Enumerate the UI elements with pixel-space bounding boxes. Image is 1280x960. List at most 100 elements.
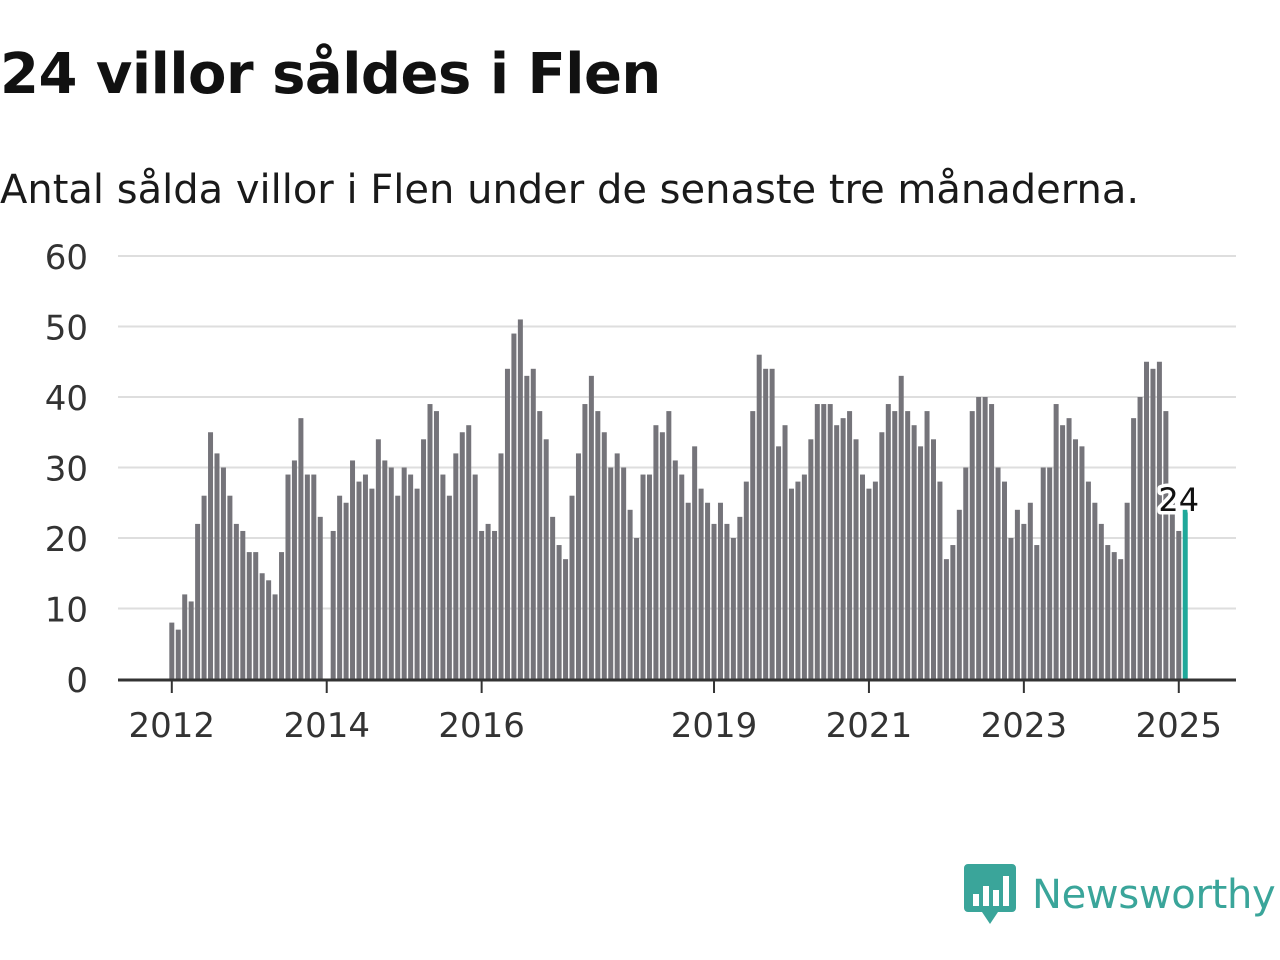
bar bbox=[879, 432, 885, 679]
bar bbox=[466, 425, 472, 679]
bar bbox=[859, 474, 865, 679]
bar bbox=[640, 474, 646, 679]
bar bbox=[1169, 488, 1175, 679]
bar bbox=[834, 425, 840, 679]
bar bbox=[240, 530, 246, 679]
bar bbox=[369, 488, 375, 679]
bar bbox=[705, 502, 711, 679]
bar bbox=[427, 404, 433, 679]
bar bbox=[350, 460, 356, 679]
bar bbox=[492, 530, 498, 679]
bar bbox=[195, 523, 201, 679]
bar bbox=[717, 502, 723, 679]
bar bbox=[943, 559, 949, 679]
bar bbox=[801, 474, 807, 679]
bar bbox=[233, 523, 239, 679]
bar bbox=[182, 594, 188, 679]
bar bbox=[446, 495, 452, 679]
bar bbox=[1034, 545, 1040, 679]
bar bbox=[1105, 545, 1111, 679]
bar bbox=[737, 516, 743, 679]
bar bbox=[956, 509, 962, 679]
bar bbox=[517, 319, 523, 679]
bar-latest bbox=[1182, 509, 1188, 679]
bar bbox=[550, 516, 556, 679]
bar bbox=[382, 460, 388, 679]
bar bbox=[1008, 538, 1014, 679]
bar bbox=[776, 446, 782, 679]
bar bbox=[672, 460, 678, 679]
bar bbox=[388, 467, 394, 679]
x-tick-label: 2025 bbox=[1136, 706, 1223, 746]
bar bbox=[698, 488, 704, 679]
bar bbox=[963, 467, 969, 679]
bar bbox=[375, 439, 381, 679]
bar bbox=[530, 368, 536, 679]
bar bbox=[214, 453, 220, 679]
bar bbox=[537, 411, 543, 679]
y-tick-label: 10 bbox=[45, 591, 88, 631]
bar bbox=[330, 530, 336, 679]
bar bbox=[898, 375, 904, 679]
bar bbox=[692, 446, 698, 679]
bar bbox=[659, 432, 665, 679]
bar bbox=[498, 453, 504, 679]
x-tick-label: 2012 bbox=[129, 706, 216, 746]
bar bbox=[479, 530, 485, 679]
x-tick-label: 2014 bbox=[283, 706, 370, 746]
bar bbox=[201, 495, 207, 679]
bar bbox=[343, 502, 349, 679]
bar bbox=[1085, 481, 1091, 679]
bar bbox=[905, 411, 911, 679]
bars bbox=[169, 319, 1188, 679]
bar bbox=[743, 481, 749, 679]
bar bbox=[279, 552, 285, 679]
bar bbox=[1079, 446, 1085, 679]
bar bbox=[395, 495, 401, 679]
bar bbox=[995, 467, 1001, 679]
bar bbox=[259, 573, 265, 679]
y-tick-label: 40 bbox=[45, 379, 88, 419]
bar bbox=[511, 333, 517, 679]
chart-subtitle: Antal sålda villor i Flen under de senas… bbox=[0, 167, 1140, 213]
bar bbox=[1027, 502, 1033, 679]
x-tick-label: 2019 bbox=[671, 706, 758, 746]
bar bbox=[608, 467, 614, 679]
bar bbox=[892, 411, 898, 679]
bar bbox=[627, 509, 633, 679]
bar bbox=[208, 432, 214, 679]
bar bbox=[924, 411, 930, 679]
bar bbox=[1124, 502, 1130, 679]
bar bbox=[1150, 368, 1156, 679]
bar bbox=[1144, 361, 1150, 679]
bar bbox=[950, 545, 956, 679]
bar bbox=[175, 629, 181, 679]
bar bbox=[821, 404, 827, 679]
bar bbox=[543, 439, 549, 679]
bar bbox=[556, 545, 562, 679]
bar bbox=[1047, 467, 1053, 679]
bar bbox=[685, 502, 691, 679]
bar bbox=[1053, 404, 1059, 679]
bar bbox=[220, 467, 226, 679]
bar bbox=[634, 538, 640, 679]
bar bbox=[788, 488, 794, 679]
bar bbox=[814, 404, 820, 679]
x-tick-label: 2016 bbox=[438, 706, 525, 746]
bar bbox=[982, 397, 988, 679]
bar bbox=[1021, 523, 1027, 679]
bar bbox=[575, 453, 581, 679]
latest-value-annotation: 24 bbox=[1155, 477, 1203, 522]
bar bbox=[937, 481, 943, 679]
x-tick-label: 2021 bbox=[826, 706, 913, 746]
bar bbox=[362, 474, 368, 679]
bar bbox=[711, 523, 717, 679]
bar bbox=[1176, 530, 1182, 679]
bar bbox=[453, 453, 459, 679]
bar bbox=[930, 439, 936, 679]
bar bbox=[285, 474, 291, 679]
bar bbox=[782, 425, 788, 679]
y-axis-tick-labels: 0 10 20 30 40 50 60 bbox=[45, 238, 88, 701]
bar bbox=[595, 411, 601, 679]
bar bbox=[989, 404, 995, 679]
